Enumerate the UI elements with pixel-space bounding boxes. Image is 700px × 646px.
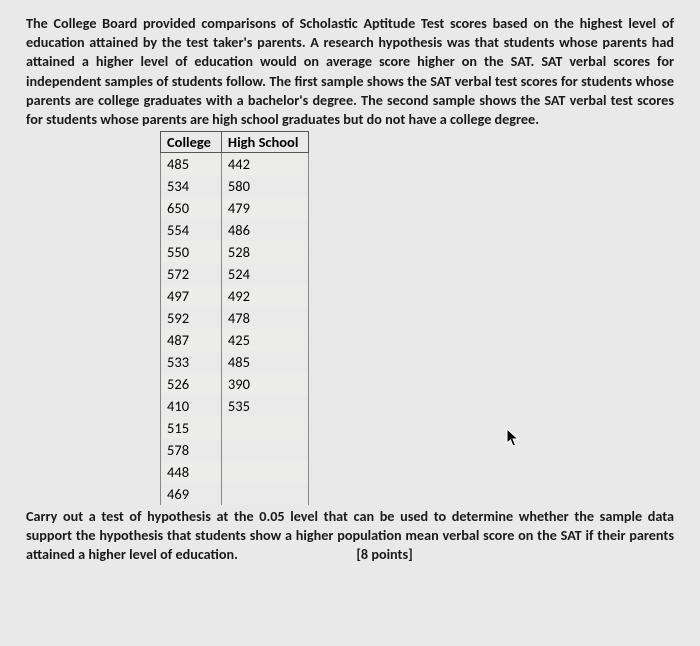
cell: 650 <box>161 197 222 219</box>
table-row: 448 <box>161 461 309 483</box>
cell <box>221 461 309 483</box>
table-row: 526390 <box>161 373 309 395</box>
cell <box>221 417 309 439</box>
cell: 410 <box>161 395 222 417</box>
cell: 390 <box>221 373 309 395</box>
cell: 550 <box>161 241 222 263</box>
cell: 479 <box>221 197 309 219</box>
outro-paragraph: Carry out a test of hypothesis at the 0.… <box>26 507 674 565</box>
points-label: [8 points] <box>356 545 412 563</box>
cell: 533 <box>161 351 222 373</box>
cell: 478 <box>221 307 309 329</box>
col-header-college: College <box>161 132 222 153</box>
table-row: 550528 <box>161 241 309 263</box>
cell <box>221 439 309 461</box>
table-row: 485442 <box>161 153 309 176</box>
cell: 469 <box>161 483 222 505</box>
cell <box>221 483 309 505</box>
cell: 534 <box>161 175 222 197</box>
sat-scores-table: College High School 485442 534580 650479… <box>160 131 309 505</box>
cell: 515 <box>161 417 222 439</box>
cell: 580 <box>221 175 309 197</box>
table-header-row: College High School <box>161 132 309 153</box>
cell: 554 <box>161 219 222 241</box>
cell: 524 <box>221 263 309 285</box>
cell: 526 <box>161 373 222 395</box>
table-row: 469 <box>161 483 309 505</box>
cell: 592 <box>161 307 222 329</box>
document-page: The College Board provided comparisons o… <box>0 0 700 646</box>
cell: 535 <box>221 395 309 417</box>
cell: 425 <box>221 329 309 351</box>
table-row: 534580 <box>161 175 309 197</box>
cell: 572 <box>161 263 222 285</box>
cell: 528 <box>221 241 309 263</box>
table-row: 533485 <box>161 351 309 373</box>
table-row: 515 <box>161 417 309 439</box>
col-header-highschool: High School <box>221 132 309 153</box>
cell: 442 <box>221 153 309 176</box>
cell: 485 <box>221 351 309 373</box>
outro-text: Carry out a test of hypothesis at the 0.… <box>26 507 674 563</box>
cell: 486 <box>221 219 309 241</box>
cell: 497 <box>161 285 222 307</box>
table-row: 592478 <box>161 307 309 329</box>
cell: 485 <box>161 153 222 176</box>
table-row: 650479 <box>161 197 309 219</box>
cell: 492 <box>221 285 309 307</box>
table-row: 554486 <box>161 219 309 241</box>
cell: 448 <box>161 461 222 483</box>
table-row: 497492 <box>161 285 309 307</box>
table-row: 578 <box>161 439 309 461</box>
table-row: 572524 <box>161 263 309 285</box>
table-row: 487425 <box>161 329 309 351</box>
cell: 487 <box>161 329 222 351</box>
table-row: 410535 <box>161 395 309 417</box>
cell: 578 <box>161 439 222 461</box>
intro-paragraph: The College Board provided comparisons o… <box>26 14 674 129</box>
